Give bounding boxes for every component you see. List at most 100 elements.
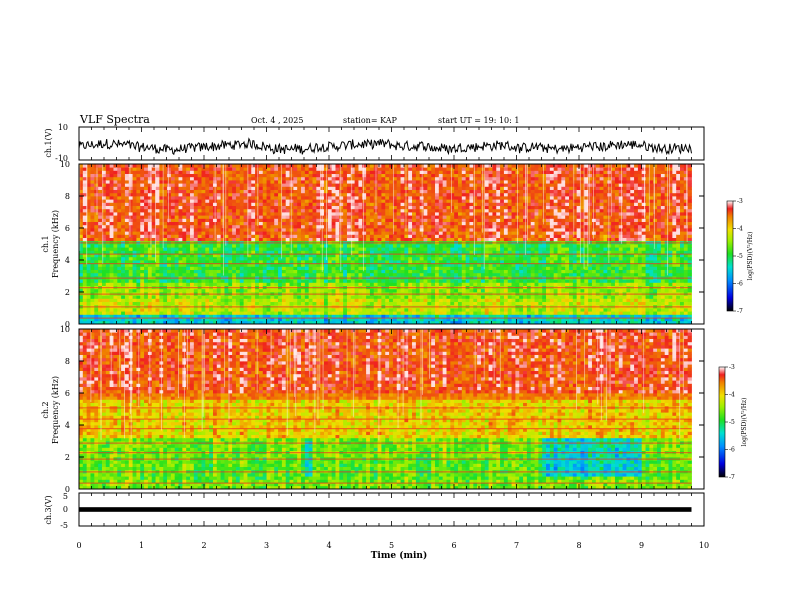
spectrogram-cell [113, 208, 118, 213]
spectrogram-cell [235, 279, 241, 283]
spectrogram-cell [389, 199, 394, 203]
spectrogram-cell [113, 266, 118, 270]
spectrogram-cell [170, 180, 176, 184]
spectrogram-cell [232, 192, 237, 197]
spectrogram-cell [297, 208, 302, 213]
spectrogram-cell [113, 311, 118, 315]
spectrogram-cell [182, 173, 187, 178]
spectrogram-cell [258, 180, 264, 184]
spectrogram-cell [289, 269, 294, 274]
spectrogram-cell [98, 279, 103, 283]
spectrogram-cell [308, 256, 313, 261]
spectrogram-cell [339, 205, 344, 210]
spectrogram-cell [381, 208, 386, 213]
spectrogram-cell [327, 314, 333, 318]
spectrogram-cell [209, 173, 214, 178]
spectrogram-cell [239, 308, 245, 312]
spectrogram-cell [392, 301, 398, 306]
spectrogram-cell [320, 279, 325, 283]
spectrogram-cell [423, 221, 428, 226]
spectrogram-cell [343, 173, 348, 178]
spectrogram-cell [167, 192, 172, 197]
spectrogram-cell [389, 282, 394, 286]
spectrogram-cell [274, 314, 279, 318]
spectrogram-cell [354, 164, 359, 168]
spectrogram-cell [170, 260, 176, 264]
spectrogram-cell [79, 186, 84, 190]
spectrogram-cell [105, 215, 111, 219]
spectrogram-cell [373, 250, 378, 254]
spectrogram-cell [408, 314, 413, 318]
spectrogram-cell [255, 224, 260, 229]
spectrogram-cell [190, 295, 195, 299]
spectrogram-cell [147, 282, 153, 286]
spectrogram-cell [262, 186, 267, 190]
spectrogram-cell [105, 244, 111, 248]
spectrogram-cell [79, 231, 84, 235]
spectrogram-cell [239, 272, 245, 277]
spectrogram-cell [419, 282, 424, 286]
spectrogram-cell [121, 173, 126, 178]
spectrogram-cell [412, 196, 417, 200]
spectrogram-cell [105, 247, 111, 251]
spectrogram-cell [262, 314, 267, 318]
spectrogram-cell [446, 288, 451, 293]
spectrogram-cell [163, 183, 168, 187]
spectrogram-cell [400, 167, 405, 171]
spectrogram-cell [377, 228, 382, 232]
spectrogram-cell [377, 317, 382, 322]
spectrogram-cell [270, 301, 275, 306]
spectrogram-cell [239, 237, 245, 242]
spectrogram-cell [442, 208, 447, 213]
spectrogram-cell [404, 192, 409, 197]
spectrogram-cell [408, 301, 413, 306]
spectrogram-cell [201, 244, 206, 248]
spectrogram-cell [151, 301, 156, 306]
spectrogram-cell [270, 186, 275, 190]
spectrogram-cell [335, 269, 340, 274]
spectrogram-cell [90, 167, 95, 171]
spectrogram-cell [327, 263, 333, 267]
spectrogram-cell [101, 308, 107, 312]
spectrogram-cell [423, 183, 428, 187]
spectrogram-cell [243, 266, 248, 270]
spectrogram-cell [366, 224, 371, 229]
spectrogram-cell [366, 279, 371, 283]
spectrogram-cell [285, 247, 290, 251]
spectrogram-cell [278, 269, 283, 274]
spectrogram-cell [262, 272, 267, 277]
spectrogram-cell [431, 205, 436, 210]
spectrogram-cell [400, 228, 405, 232]
spectrogram-cell [327, 234, 333, 238]
spectrogram-cell [316, 176, 321, 181]
spectrogram-cell [327, 256, 333, 261]
spectrogram-cell [239, 212, 245, 216]
spectrogram-cell [331, 192, 336, 197]
spectrogram-cell [82, 208, 88, 213]
spectrogram-cell [377, 288, 382, 293]
spectrogram-cell [377, 311, 382, 315]
spectrogram-cell [415, 272, 421, 277]
spectrogram-cell [205, 212, 210, 216]
spectrogram-cell [419, 247, 424, 251]
spectrogram-cell [174, 228, 179, 232]
spectrogram-cell [147, 266, 153, 270]
spectrogram-cell [205, 196, 210, 200]
spectrogram-cell [209, 314, 214, 318]
spectrogram-cell [389, 272, 394, 277]
spectrogram-cell [377, 308, 382, 312]
spectrogram-cell [427, 224, 432, 229]
spectrogram-cell [228, 250, 233, 254]
spectrogram-cell [255, 167, 260, 171]
spectrogram-cell [377, 196, 382, 200]
spectrogram-cell [281, 176, 287, 181]
spectrogram-cell [147, 176, 153, 181]
spectrogram-cell [147, 205, 153, 210]
spectrogram-cell [167, 180, 172, 184]
spectrogram-cell [423, 308, 428, 312]
spectrogram-cell [404, 186, 409, 190]
spectrogram-cell [258, 260, 264, 264]
spectrogram-cell [331, 250, 336, 254]
spectrogram-cell [366, 196, 371, 200]
spectrogram-cell [335, 308, 340, 312]
